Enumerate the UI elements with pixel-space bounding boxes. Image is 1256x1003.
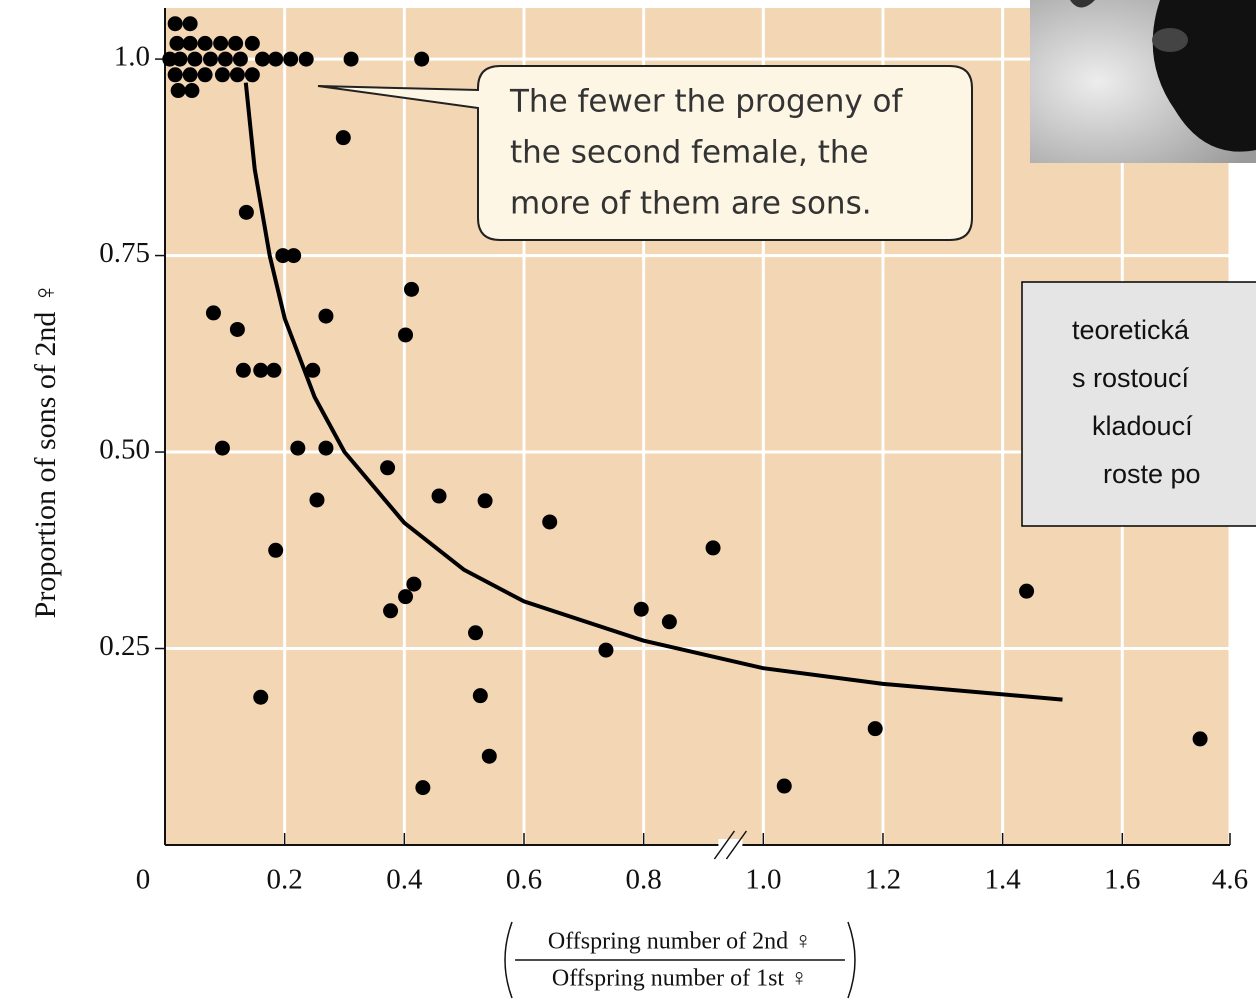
- data-point: [305, 362, 321, 378]
- x-label-denominator: Offspring number of 1st ♀: [552, 966, 808, 992]
- data-point: [867, 721, 883, 737]
- axis-break-gap: [718, 839, 743, 851]
- data-point: [182, 67, 198, 83]
- data-point: [213, 35, 229, 51]
- data-point: [217, 51, 233, 67]
- data-point: [414, 51, 430, 67]
- data-point: [415, 780, 431, 796]
- data-point: [169, 35, 185, 51]
- data-point: [182, 16, 198, 32]
- data-point: [598, 642, 614, 658]
- data-point: [202, 51, 218, 67]
- data-point: [398, 589, 414, 605]
- data-point: [776, 778, 792, 794]
- callout-text: The fewer the progeny of: [509, 84, 904, 120]
- x-tick-label: 0.6: [506, 864, 542, 896]
- data-point: [705, 540, 721, 556]
- x-tick-label: 0.4: [386, 864, 423, 896]
- data-point: [253, 362, 269, 378]
- data-point: [228, 35, 244, 51]
- data-point: [214, 440, 230, 456]
- curve: [243, 82, 1063, 702]
- data-point: [266, 362, 282, 378]
- note-box: teoretická s rostoucí kladoucí roste po: [1021, 281, 1256, 527]
- x-tick-label: 0.2: [267, 864, 303, 896]
- axis-break: [713, 830, 736, 860]
- x-tick-label: 1.0: [745, 864, 781, 896]
- note-text: roste po: [1103, 459, 1201, 489]
- data-point: [318, 308, 334, 324]
- data-point: [255, 51, 271, 67]
- data-point: [472, 688, 488, 704]
- x-tick-label: 1.6: [1104, 864, 1140, 896]
- y-tick-label: 0.75: [99, 237, 150, 269]
- data-point: [290, 440, 306, 456]
- data-point: [298, 51, 314, 67]
- data-point: [187, 51, 203, 67]
- y-tick-label: 1.0: [114, 41, 150, 73]
- photo: [1030, 0, 1256, 163]
- data-point: [633, 601, 649, 617]
- data-point: [167, 16, 183, 32]
- data-point: [197, 67, 213, 83]
- data-point: [197, 35, 213, 51]
- data-point: [286, 248, 302, 264]
- x-axis-label: Offspring number of 2nd ♀ Offspring numb…: [504, 921, 856, 999]
- data-point: [481, 748, 497, 764]
- data-point: [235, 362, 251, 378]
- note-text: kladoucí: [1092, 411, 1193, 441]
- data-point: [468, 625, 484, 641]
- data-point: [229, 67, 245, 83]
- data-point: [244, 35, 260, 51]
- data-point: [232, 51, 248, 67]
- y-tick-label: 0.25: [99, 630, 150, 662]
- callout: The fewer the progeny of the second fema…: [317, 65, 973, 241]
- data-point: [431, 488, 447, 504]
- data-point: [1192, 731, 1208, 747]
- x-tick-label: 0: [136, 864, 151, 896]
- callout-text: more of them are sons.: [510, 186, 872, 222]
- y-axis-label: Proportion of sons of 2nd ♀: [29, 282, 62, 619]
- x-tick-label: 4.6: [1212, 864, 1248, 896]
- axis-break: [725, 830, 748, 860]
- data-point: [214, 67, 230, 83]
- y-tick-label: 0.50: [99, 434, 150, 466]
- note-text: teoretická: [1072, 315, 1190, 345]
- data-point: [477, 493, 493, 509]
- data-point: [406, 576, 422, 592]
- x-tick-label: 1.2: [865, 864, 901, 896]
- x-label-numerator: Offspring number of 2nd ♀: [548, 929, 812, 955]
- data-point: [542, 514, 558, 530]
- data-point: [238, 204, 254, 220]
- x-tick-label: 1.4: [985, 864, 1022, 896]
- data-point: [398, 327, 414, 343]
- data-point: [343, 51, 359, 67]
- data-point: [283, 51, 299, 67]
- data-point: [383, 603, 399, 619]
- data-point: [244, 67, 260, 83]
- note-text: s rostoucí: [1072, 363, 1190, 393]
- data-point: [268, 542, 284, 558]
- data-point: [172, 51, 188, 67]
- data-point: [1019, 583, 1035, 599]
- data-point: [309, 492, 325, 508]
- data-point: [184, 83, 200, 99]
- callout-text: the second female, the: [510, 135, 869, 171]
- data-point: [335, 130, 351, 146]
- data-point: [661, 614, 677, 630]
- data-point: [268, 51, 284, 67]
- data-point: [205, 305, 221, 321]
- data-point: [275, 248, 291, 264]
- data-point: [229, 321, 245, 337]
- data-point: [404, 281, 420, 297]
- data-point: [318, 440, 334, 456]
- data-point: [380, 460, 396, 476]
- data-point: [253, 689, 269, 705]
- x-tick-label: 0.8: [626, 864, 662, 896]
- data-point: [170, 83, 186, 99]
- data-point: [167, 67, 183, 83]
- data-point: [182, 35, 198, 51]
